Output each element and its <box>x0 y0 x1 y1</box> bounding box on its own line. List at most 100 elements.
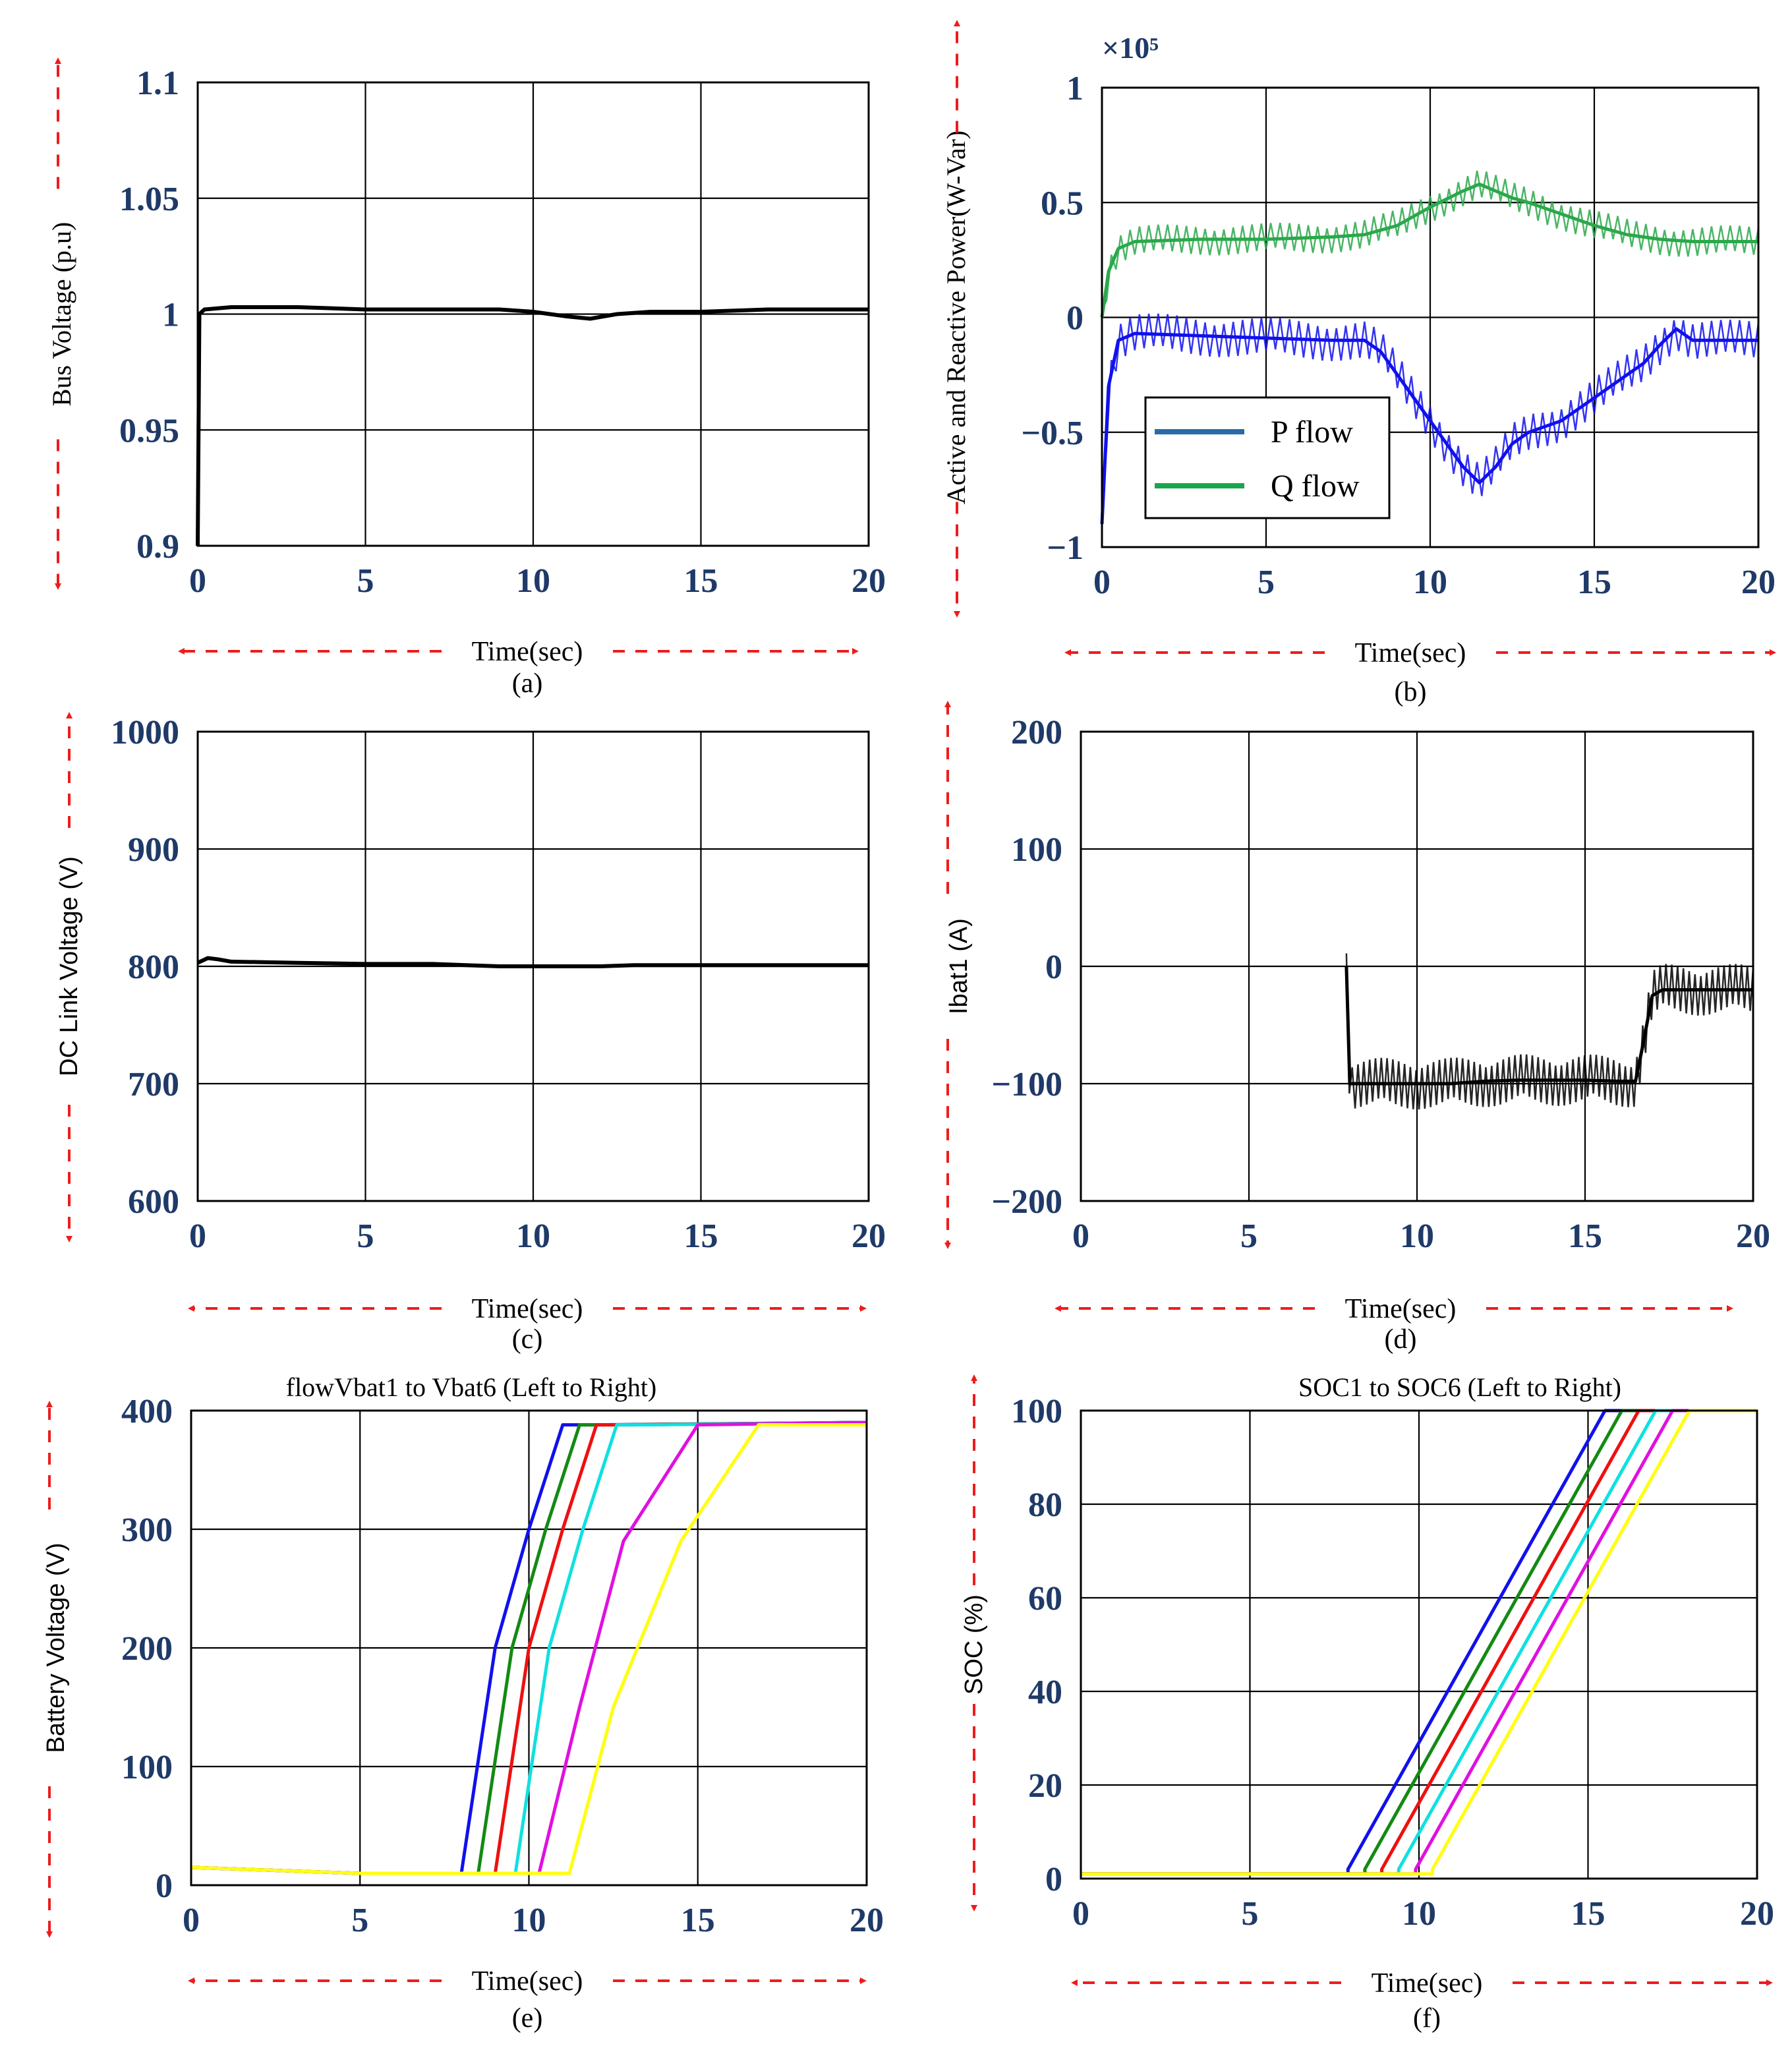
x-tick-label: 0 <box>1093 564 1111 601</box>
y-tick-label: 700 <box>128 1066 179 1103</box>
y-axis-label: Bus Voltage (p.u) <box>47 222 76 407</box>
y-tick-label: 0 <box>1045 1861 1062 1898</box>
x-tick-label: 0 <box>189 562 206 600</box>
y-tick-label: 60 <box>1028 1580 1062 1618</box>
axis-multiplier: ×10⁵ <box>1102 31 1159 65</box>
x-tick-label: 5 <box>351 1902 368 1939</box>
y-tick-label: 1 <box>162 297 179 334</box>
y-tick-label: 40 <box>1028 1674 1062 1711</box>
y-tick-label: 900 <box>128 831 179 869</box>
x-tick-label: 20 <box>1736 1217 1770 1255</box>
x-tick-label: 5 <box>1240 1217 1257 1255</box>
y-tick-label: 300 <box>121 1511 173 1549</box>
panel-caption: (e) <box>512 2003 543 2033</box>
y-tick-label: 100 <box>121 1749 173 1786</box>
axes-box <box>1101 86 1760 548</box>
x-axis-label: Time(sec) <box>1355 638 1466 668</box>
x-tick-label: 20 <box>852 562 886 600</box>
panel-a: 0 5 10 15 20 0.9 0.95 1 1.05 1.1 Bus Voltage (p.u)… <box>47 57 886 699</box>
panel-caption: (b) <box>1395 677 1427 707</box>
y-axis-label: Active and Reactive Power(W-Var) <box>941 131 971 505</box>
x-tick-label: 5 <box>357 1217 374 1255</box>
y-tick-label: 0 <box>1045 949 1062 986</box>
series-line-bus-voltage <box>196 305 869 546</box>
x-tick-label: 10 <box>1413 564 1447 601</box>
y-tick-label: 20 <box>1028 1767 1062 1805</box>
axes-box <box>190 1409 868 1887</box>
y-tick-label: 1000 <box>111 714 179 751</box>
x-tick-label: 0 <box>1072 1895 1089 1933</box>
axes-box <box>1080 730 1754 1202</box>
x-axis-label: Time(sec) <box>472 637 583 667</box>
x-tick-label: 15 <box>681 1902 715 1939</box>
series-noise-q-flow <box>1101 170 1760 310</box>
legend-label: Q flow <box>1271 469 1360 504</box>
y-axis-label: SOC (%) <box>960 1595 988 1695</box>
y-tick-label: 100 <box>1011 831 1062 869</box>
y-tick-label: 80 <box>1028 1486 1062 1524</box>
axes-box <box>196 81 870 547</box>
x-tick-label: 15 <box>1571 1895 1605 1933</box>
x-tick-label: 5 <box>357 562 374 600</box>
y-tick-label: −100 <box>991 1066 1062 1103</box>
axes-box <box>1080 1409 1758 1880</box>
x-tick-label: 20 <box>850 1902 884 1939</box>
x-tick-label: 15 <box>684 562 718 600</box>
y-tick-label: −1 <box>1047 529 1084 567</box>
panel-caption: (d) <box>1385 1324 1417 1355</box>
x-tick-label: 15 <box>684 1217 718 1255</box>
y-axis-label: Ibat1 (A) <box>945 918 973 1014</box>
x-axis-label: Time(sec) <box>472 1294 583 1324</box>
x-tick-label: 10 <box>512 1902 546 1939</box>
x-tick-label: 10 <box>516 562 550 600</box>
y-tick-label: 400 <box>121 1393 173 1430</box>
y-tick-label: 0 <box>1066 300 1084 337</box>
series-noise-ibat1 <box>1345 953 1754 1110</box>
x-tick-label: 20 <box>1740 1895 1774 1933</box>
legend-box <box>1144 396 1391 519</box>
y-tick-label: 0.5 <box>1041 185 1084 222</box>
x-tick-label: 0 <box>189 1217 206 1255</box>
x-tick-label: 10 <box>516 1217 550 1255</box>
legend-label: P flow <box>1271 415 1353 450</box>
y-axis-label: DC Link Voltage (V) <box>55 856 83 1076</box>
panel-d: 0 5 10 15 20 −200 −100 0 100 200 Ibat1 (A) Time(sec… <box>944 701 1770 1355</box>
x-tick-label: 5 <box>1242 1895 1259 1933</box>
x-tick-label: 0 <box>183 1902 200 1939</box>
y-tick-label: 1.1 <box>136 65 179 102</box>
y-axis-label: Battery Voltage (V) <box>42 1543 70 1753</box>
y-tick-label: 1 <box>1066 70 1084 107</box>
axes-box <box>196 730 870 1202</box>
y-tick-label: 0.9 <box>136 528 179 566</box>
panel-b: 0 5 10 15 20 −1 −0.5 0 0.5 1 ×10⁵ Active and Reacti… <box>941 20 1776 707</box>
x-tick-label: 15 <box>1568 1217 1602 1255</box>
y-tick-label: 600 <box>128 1183 179 1221</box>
y-tick-label: 800 <box>128 949 179 986</box>
x-tick-label: 10 <box>1400 1217 1434 1255</box>
series-noise-p-flow <box>1101 313 1760 514</box>
x-tick-label: 20 <box>1741 564 1776 601</box>
chart-title: flowVbat1 to Vbat6 (Left to Right) <box>286 1372 657 1402</box>
x-tick-label: 0 <box>1072 1217 1089 1255</box>
y-tick-label: 100 <box>1011 1393 1062 1430</box>
y-tick-label: 0.95 <box>119 412 179 450</box>
x-axis-label: Time(sec) <box>472 1966 583 1997</box>
y-tick-label: −200 <box>991 1183 1062 1221</box>
series-line-dc-link-voltage <box>196 956 869 968</box>
x-axis-label: Time(sec) <box>1345 1294 1457 1324</box>
panel-caption: (c) <box>512 1324 543 1355</box>
x-axis-label: Time(sec) <box>1372 1968 1483 1999</box>
panel-caption: (f) <box>1413 2003 1441 2033</box>
panel-f: 0 5 10 15 20 0 20 40 60 80 100 SOC1 to SOC6 (Left t… <box>960 1372 1774 2033</box>
y-tick-label: −0.5 <box>1021 415 1084 452</box>
chart-title: SOC1 to SOC6 (Left to Right) <box>1298 1372 1621 1402</box>
x-tick-label: 20 <box>852 1217 886 1255</box>
panel-caption: (a) <box>512 668 543 699</box>
panel-c: 0 5 10 15 20 600 700 800 900 1000 DC Link Voltage … <box>55 712 886 1355</box>
x-tick-label: 5 <box>1257 564 1275 601</box>
y-tick-label: 0 <box>156 1867 173 1905</box>
y-tick-label: 200 <box>1011 714 1062 751</box>
series-line-vbat6 <box>190 1423 867 1875</box>
